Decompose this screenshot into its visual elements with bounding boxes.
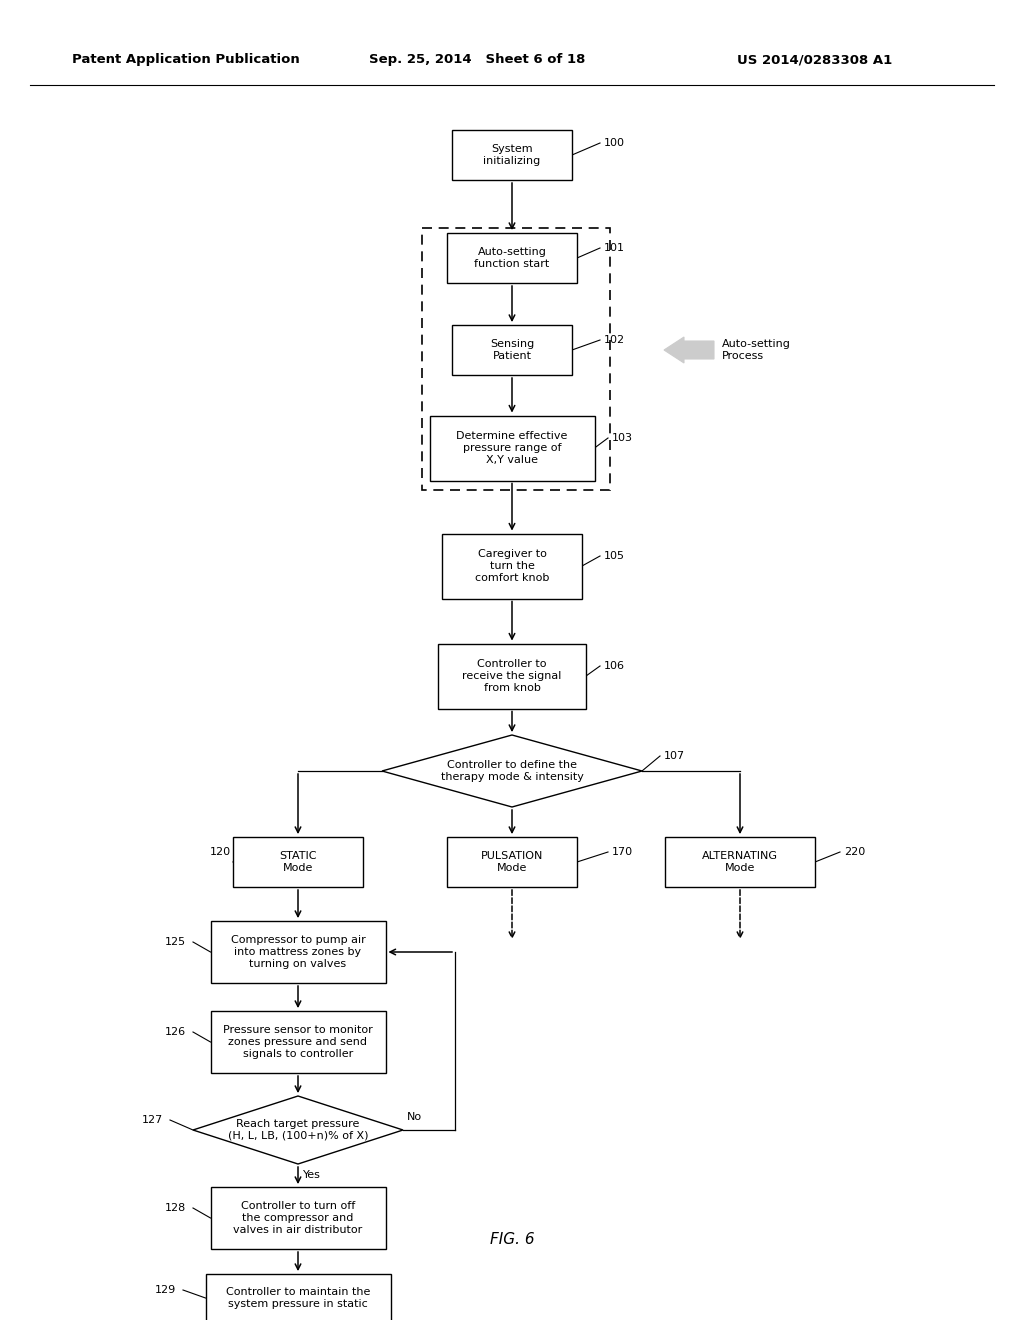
- Text: 107: 107: [664, 751, 685, 762]
- FancyBboxPatch shape: [442, 533, 582, 598]
- Text: Determine effective
pressure range of
X,Y value: Determine effective pressure range of X,…: [457, 432, 567, 465]
- Text: Controller to maintain the
system pressure in static: Controller to maintain the system pressu…: [226, 1287, 371, 1309]
- Text: 126: 126: [165, 1027, 186, 1038]
- Text: 103: 103: [612, 433, 633, 444]
- FancyBboxPatch shape: [447, 837, 577, 887]
- Text: Controller to define the
therapy mode & intensity: Controller to define the therapy mode & …: [440, 760, 584, 781]
- Text: 127: 127: [142, 1115, 163, 1125]
- Text: Caregiver to
turn the
comfort knob: Caregiver to turn the comfort knob: [475, 549, 549, 582]
- Text: 120: 120: [210, 847, 231, 857]
- FancyArrow shape: [664, 337, 714, 363]
- Text: 128: 128: [165, 1203, 186, 1213]
- Text: FIG. 6: FIG. 6: [489, 1233, 535, 1247]
- Text: PULSATION
Mode: PULSATION Mode: [481, 851, 543, 873]
- Polygon shape: [193, 1096, 403, 1164]
- FancyBboxPatch shape: [452, 325, 572, 375]
- FancyBboxPatch shape: [438, 644, 586, 709]
- Text: Controller to turn off
the compressor and
valves in air distributor: Controller to turn off the compressor an…: [233, 1201, 362, 1234]
- Text: 125: 125: [165, 937, 186, 946]
- Text: 101: 101: [604, 243, 625, 253]
- Text: System
initializing: System initializing: [483, 144, 541, 166]
- Text: Pressure sensor to monitor
zones pressure and send
signals to controller: Pressure sensor to monitor zones pressur…: [223, 1026, 373, 1059]
- FancyBboxPatch shape: [429, 416, 595, 480]
- Text: 170: 170: [612, 847, 633, 857]
- Text: 100: 100: [604, 139, 625, 148]
- Text: Sep. 25, 2014   Sheet 6 of 18: Sep. 25, 2014 Sheet 6 of 18: [369, 53, 585, 66]
- FancyBboxPatch shape: [665, 837, 815, 887]
- FancyBboxPatch shape: [206, 1274, 390, 1320]
- Text: 220: 220: [844, 847, 865, 857]
- Polygon shape: [382, 735, 642, 807]
- FancyBboxPatch shape: [211, 921, 385, 983]
- FancyBboxPatch shape: [211, 1011, 385, 1073]
- FancyBboxPatch shape: [233, 837, 362, 887]
- FancyBboxPatch shape: [211, 1187, 385, 1249]
- Text: 102: 102: [604, 335, 625, 345]
- FancyBboxPatch shape: [447, 234, 577, 282]
- Text: STATIC
Mode: STATIC Mode: [280, 851, 316, 873]
- Text: No: No: [407, 1111, 422, 1122]
- Text: Patent Application Publication: Patent Application Publication: [72, 53, 299, 66]
- Text: 129: 129: [155, 1284, 176, 1295]
- Text: Compressor to pump air
into mattress zones by
turning on valves: Compressor to pump air into mattress zon…: [230, 936, 366, 969]
- Text: Sensing
Patient: Sensing Patient: [489, 339, 535, 360]
- Text: Yes: Yes: [303, 1170, 321, 1180]
- Text: 105: 105: [604, 550, 625, 561]
- Text: Auto-setting
Process: Auto-setting Process: [722, 339, 791, 360]
- FancyBboxPatch shape: [452, 129, 572, 180]
- Text: US 2014/0283308 A1: US 2014/0283308 A1: [737, 53, 893, 66]
- Text: 106: 106: [604, 661, 625, 671]
- Text: Auto-setting
function start: Auto-setting function start: [474, 247, 550, 269]
- Text: ALTERNATING
Mode: ALTERNATING Mode: [702, 851, 778, 873]
- Text: Reach target pressure
(H, L, LB, (100+n)% of X): Reach target pressure (H, L, LB, (100+n)…: [227, 1119, 369, 1140]
- Text: Controller to
receive the signal
from knob: Controller to receive the signal from kn…: [462, 660, 562, 693]
